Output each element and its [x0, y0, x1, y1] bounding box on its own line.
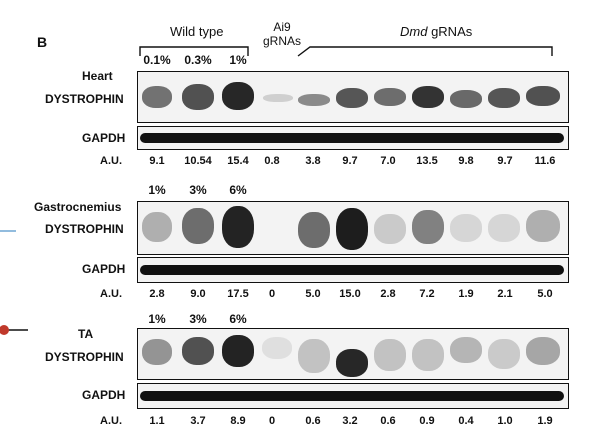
gapdh-label-heart: GAPDH — [82, 131, 126, 145]
blot-gastrocnemius-dystrophin — [137, 201, 569, 255]
au-value: 0.6 — [380, 415, 396, 427]
au-value: 9.8 — [458, 155, 474, 167]
au-value: 0 — [268, 415, 276, 427]
au-value: 0.9 — [419, 415, 435, 427]
wt-percent-2: 0.3% — [184, 53, 212, 67]
tissue-label-heart: Heart — [82, 69, 113, 83]
blot-heart-dystrophin — [137, 71, 569, 123]
wt-percent-1: 0.1% — [143, 53, 171, 67]
ta-percent-3: 6% — [229, 312, 247, 326]
dmd-grnas-suffix: gRNAs — [427, 24, 473, 39]
au-value: 1.1 — [149, 415, 165, 427]
au-label-ta: A.U. — [100, 415, 122, 427]
wild-type-label: Wild type — [170, 24, 224, 39]
dmd-gene-name: Dmd — [400, 24, 428, 39]
ai9-label-line2: gRNAs — [262, 34, 301, 48]
au-value: 7.0 — [380, 155, 396, 167]
ai9-label-line1: Ai9 — [273, 20, 291, 34]
blot-gastrocnemius-gapdh — [137, 257, 569, 283]
au-value: 3.2 — [342, 415, 358, 427]
ta-percent-1: 1% — [148, 312, 166, 326]
au-value: 13.5 — [416, 155, 438, 167]
gapdh-label-ta: GAPDH — [82, 388, 126, 402]
blot-ta-gapdh — [137, 383, 569, 409]
au-value: 17.5 — [227, 288, 249, 300]
blot-heart-gapdh — [137, 126, 569, 150]
au-value: 15.4 — [227, 155, 249, 167]
gapdh-label-gastrocnemius: GAPDH — [82, 262, 126, 276]
dmd-grnas-label: Dmd gRNAs — [400, 24, 472, 39]
blot-ta-dystrophin — [137, 328, 569, 380]
panel-label: B — [37, 34, 48, 50]
au-value: 9.0 — [190, 288, 206, 300]
au-value: 9.7 — [497, 155, 513, 167]
au-value: 1.0 — [497, 415, 513, 427]
tissue-label-gastrocnemius: Gastrocnemius — [34, 200, 122, 214]
ta-percent-2: 3% — [189, 312, 207, 326]
au-label-heart: A.U. — [100, 155, 122, 167]
au-value: 10.54 — [184, 155, 212, 167]
au-value: 2.8 — [380, 288, 396, 300]
au-value: 1.9 — [537, 415, 553, 427]
dystrophin-label-heart: DYSTROPHIN — [45, 92, 124, 106]
au-value: 7.2 — [419, 288, 435, 300]
gastroc-percent-3: 6% — [229, 183, 247, 197]
au-label-gastrocnemius: A.U. — [100, 288, 122, 300]
tissue-label-ta: TA — [78, 327, 94, 341]
au-value: 0 — [268, 288, 276, 300]
au-value: 9.1 — [149, 155, 165, 167]
gastroc-percent-1: 1% — [148, 183, 166, 197]
au-value: 5.0 — [537, 288, 553, 300]
dystrophin-label-ta: DYSTROPHIN — [45, 350, 124, 364]
wt-percent-3: 1% — [229, 53, 247, 67]
au-value: 0.6 — [305, 415, 321, 427]
au-value: 2.8 — [149, 288, 165, 300]
au-value: 5.0 — [305, 288, 321, 300]
au-value: 3.8 — [305, 155, 321, 167]
au-value: 0.4 — [458, 415, 474, 427]
au-value: 0.8 — [264, 155, 280, 167]
au-value: 9.7 — [342, 155, 358, 167]
au-value: 1.9 — [458, 288, 474, 300]
au-value: 3.7 — [190, 415, 206, 427]
au-value: 2.1 — [497, 288, 513, 300]
dystrophin-label-gastrocnemius: DYSTROPHIN — [45, 222, 124, 236]
au-value: 11.6 — [534, 155, 556, 167]
au-value: 15.0 — [339, 288, 361, 300]
au-value: 8.9 — [230, 415, 246, 427]
gastroc-percent-2: 3% — [189, 183, 207, 197]
